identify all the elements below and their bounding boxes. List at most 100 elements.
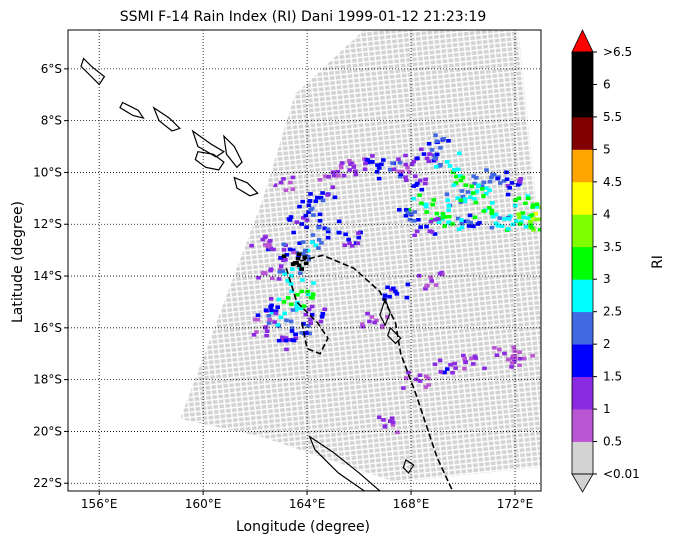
colorbar-tick-label: 1 [603, 402, 611, 416]
rain-pixel [463, 183, 469, 187]
rain-pixel [303, 248, 308, 253]
rain-pixel [495, 176, 500, 181]
rain-pixel [406, 370, 411, 375]
rain-pixel [417, 178, 423, 183]
rain-pixel [310, 292, 316, 297]
rain-pixel [285, 279, 291, 283]
colorbar-segment [572, 52, 593, 85]
colorbar-tick-label: 2.5 [603, 305, 622, 319]
rain-pixel [417, 193, 422, 197]
rain-pixel [433, 283, 439, 287]
x-tick-label: 160°E [185, 497, 222, 511]
rain-pixel [374, 318, 379, 323]
rain-pixel [533, 217, 538, 222]
rain-pixel [291, 250, 296, 255]
rain-pixel [486, 206, 492, 210]
rain-pixel [438, 370, 443, 374]
rain-pixel [288, 215, 294, 219]
rain-pixel [300, 278, 305, 282]
rain-pixel [472, 196, 477, 201]
rain-pixel [483, 191, 489, 196]
rain-cell-center [294, 250, 299, 255]
rain-pixel [254, 330, 259, 334]
rain-pixel [280, 335, 285, 340]
rain-pixel [295, 256, 301, 261]
rain-pixel [356, 231, 361, 235]
coastline [194, 151, 225, 171]
rain-pixel [517, 363, 522, 368]
rain-pixel [490, 214, 496, 219]
rain-pixel [390, 423, 396, 427]
rain-pixel [426, 383, 431, 387]
rain-cell-center [351, 165, 357, 169]
rain-pixel [323, 174, 328, 179]
rain-pixel [412, 210, 418, 214]
rain-pixel [465, 190, 471, 194]
rain-pixel [268, 297, 274, 301]
rain-cell-center [299, 289, 305, 294]
rain-pixel [276, 277, 282, 281]
rain-pixel [262, 243, 268, 247]
rain-pixel [489, 208, 495, 213]
rain-pixel [489, 211, 495, 216]
rain-cell-center [268, 305, 273, 309]
rain-pixel [459, 218, 464, 222]
rain-cell-center [465, 219, 471, 224]
rain-pixel [380, 325, 385, 329]
rain-pixel [349, 161, 355, 166]
rain-pixel [301, 322, 306, 326]
rain-pixel [450, 371, 455, 375]
rain-pixel [426, 142, 432, 146]
rain-pixel [290, 308, 296, 312]
x-tick-label: 164°E [289, 497, 326, 511]
rain-pixel [290, 187, 296, 191]
rain-pixel [423, 181, 428, 186]
coastline [119, 101, 145, 120]
colorbar-tick-label: 5 [603, 142, 611, 156]
rain-pixel [294, 304, 299, 308]
rain-pixel [530, 205, 535, 209]
rain-pixel [288, 319, 294, 324]
rain-pixel [396, 157, 401, 161]
rain-pixel [284, 318, 289, 323]
rain-pixel [299, 306, 304, 311]
rain-cell-center [294, 261, 299, 265]
rain-pixel [429, 148, 435, 152]
rain-pixel [273, 309, 279, 313]
rain-pixel [251, 333, 257, 337]
rain-pixel [526, 196, 531, 201]
rain-pixel [511, 354, 517, 358]
colorbar-tick-label: 6 [603, 77, 611, 91]
rain-pixel [397, 208, 402, 212]
y-tick-label: 16°S [33, 321, 62, 335]
rain-pixel [302, 255, 308, 259]
rain-pixel [456, 227, 462, 231]
rain-pixel [411, 219, 417, 223]
rain-pixel [303, 312, 309, 317]
rain-pixel [517, 350, 522, 354]
rain-pixel [267, 318, 272, 322]
rain-cell-center [419, 201, 424, 206]
y-tick-label: 6°S [41, 62, 62, 76]
rain-pixel [423, 286, 428, 291]
rain-pixel [403, 175, 408, 179]
rain-pixel [304, 225, 309, 230]
rain-pixel [335, 169, 341, 174]
rain-pixel [521, 356, 527, 361]
rain-cell-center [299, 331, 305, 335]
rain-pixel [446, 208, 451, 212]
rain-cells [249, 133, 541, 435]
rain-pixel [517, 180, 523, 184]
rain-pixel [458, 178, 464, 183]
rain-pixel [447, 214, 452, 219]
rain-pixel [447, 221, 453, 226]
rain-cell-center [434, 139, 440, 143]
rain-pixel [459, 189, 465, 193]
rain-pixel [310, 233, 316, 237]
rain-pixel [385, 315, 390, 319]
rain-pixel [249, 243, 254, 248]
rain-pixel [326, 175, 331, 179]
rain-pixel [376, 166, 382, 170]
rain-pixel [325, 229, 331, 234]
rain-pixel [275, 322, 280, 327]
